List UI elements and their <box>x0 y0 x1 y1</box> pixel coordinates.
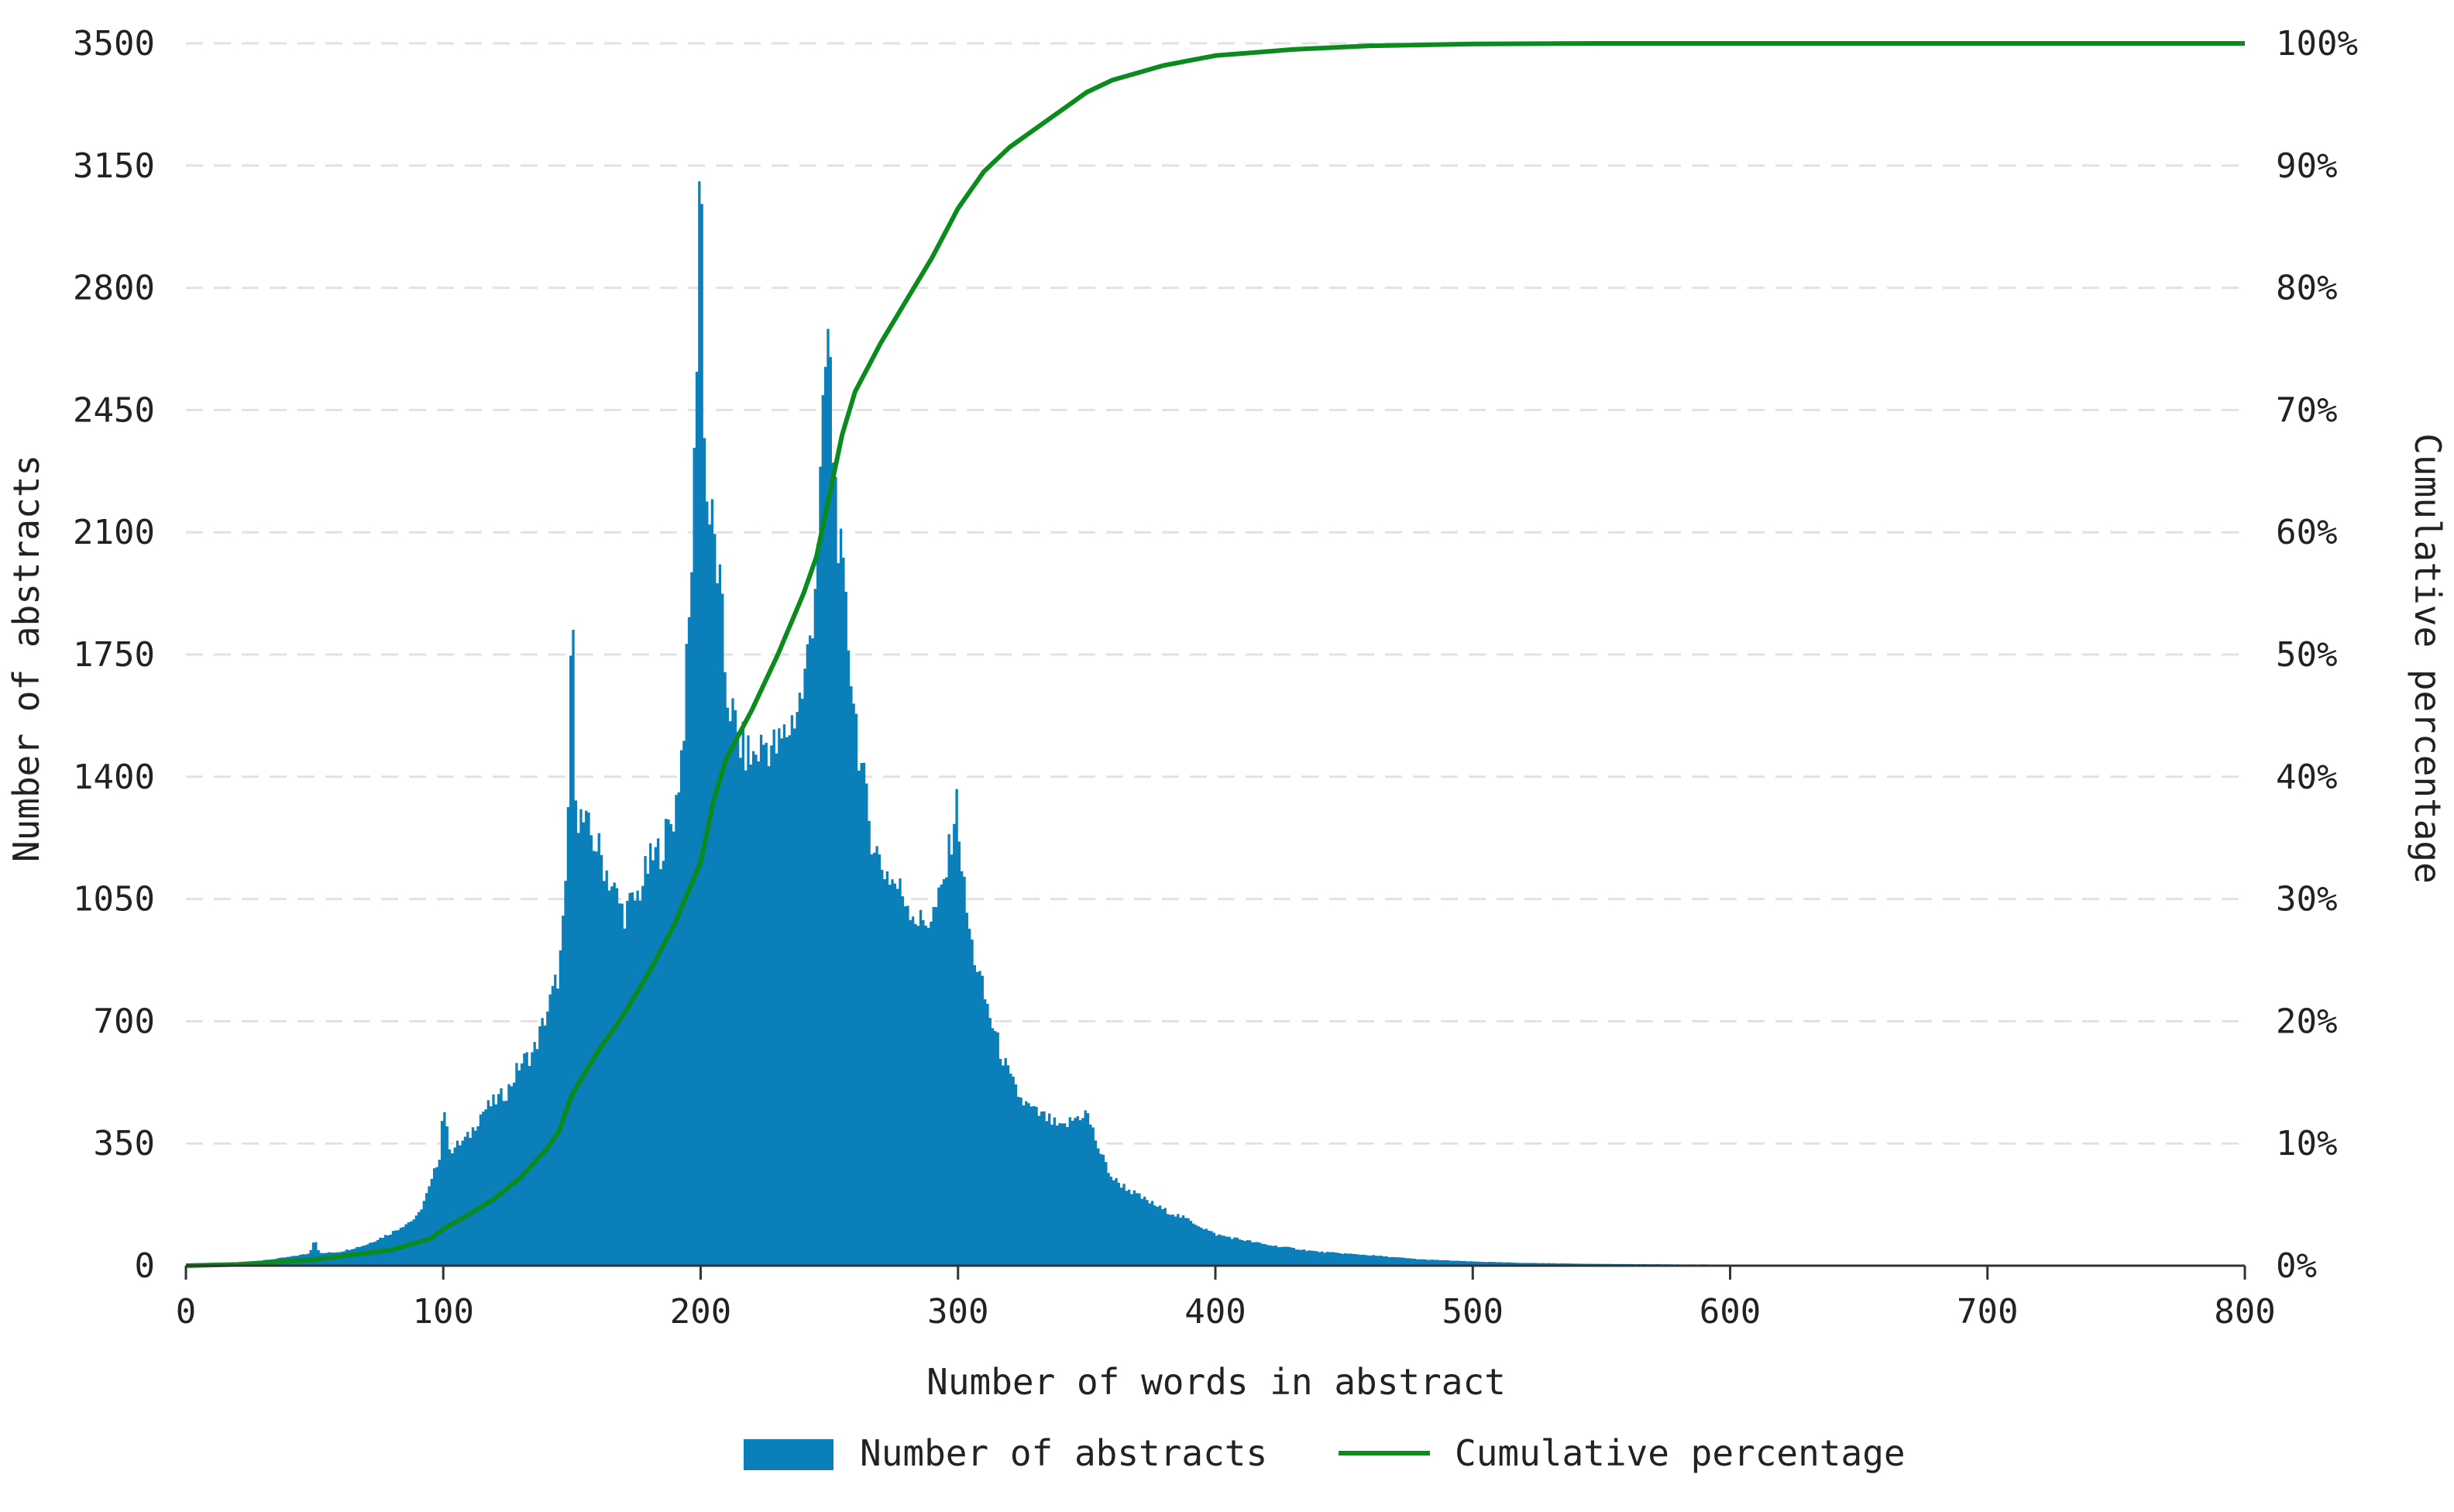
x-tick-label: 500 <box>1442 1292 1504 1332</box>
y-tick-label: 3150 <box>73 146 155 186</box>
y2-tick-label: 20% <box>2276 1002 2337 1041</box>
x-tick-label: 800 <box>2214 1292 2275 1332</box>
x-tick-label: 200 <box>670 1292 731 1332</box>
y2-tick-label: 40% <box>2276 758 2337 797</box>
y-tick-label: 1050 <box>73 880 155 919</box>
cumulative-percentage-line <box>185 41 2245 1268</box>
x-tick-label: 0 <box>176 1292 197 1332</box>
y-tick-label: 2800 <box>73 269 155 308</box>
y2-tick-label: 90% <box>2276 146 2337 186</box>
legend: Number of abstracts Cumulative percentag… <box>744 1432 1906 1474</box>
y2-tick-label: 100% <box>2276 24 2358 64</box>
grid-lines <box>186 42 2245 1145</box>
y-tick-label: 0 <box>135 1246 156 1286</box>
y-tick-label: 2450 <box>73 390 155 430</box>
x-tick-label: 100 <box>413 1292 474 1332</box>
y-axis-ticks: 0 350 700 1050 1400 1750 2100 2450 2800 3150 3500 <box>73 24 155 1286</box>
y-tick-label: 1750 <box>73 635 155 675</box>
y2-tick-label: 80% <box>2276 269 2337 308</box>
x-tick-label: 600 <box>1700 1292 1761 1332</box>
y2-axis-title: Cumulative percentage <box>2407 433 2449 884</box>
y-axis-title: Number of abstracts <box>5 455 47 862</box>
y2-tick-label: 0% <box>2276 1246 2317 1286</box>
x-tick-label: 700 <box>1957 1292 2018 1332</box>
y2-tick-label: 30% <box>2276 880 2337 919</box>
legend-swatch-number-of-abstracts <box>744 1439 833 1470</box>
y2-axis-ticks: 0% 10% 20% 30% 40% 50% 60% 70% 80% 90% 100% <box>2276 24 2358 1286</box>
y2-tick-label: 60% <box>2276 513 2337 552</box>
x-axis-ticks: 0 100 200 300 400 500 600 700 800 <box>176 1266 2276 1332</box>
x-tick-label: 300 <box>927 1292 988 1332</box>
legend-label-cumulative-percentage: Cumulative percentage <box>1455 1432 1906 1474</box>
histogram-bars-number-of-abstracts <box>186 181 2245 1266</box>
legend-label-number-of-abstracts: Number of abstracts <box>860 1432 1267 1474</box>
y-tick-label: 3500 <box>73 24 155 64</box>
x-axis-title: Number of words in abstract <box>926 1361 1506 1403</box>
y-tick-label: 350 <box>94 1124 155 1163</box>
y-tick-label: 1400 <box>73 758 155 797</box>
y-tick-label: 700 <box>94 1002 155 1041</box>
y2-tick-label: 70% <box>2276 390 2337 430</box>
x-tick-label: 400 <box>1184 1292 1246 1332</box>
y-tick-label: 2100 <box>73 513 155 552</box>
y2-tick-label: 50% <box>2276 635 2337 675</box>
y2-tick-label: 10% <box>2276 1124 2337 1163</box>
